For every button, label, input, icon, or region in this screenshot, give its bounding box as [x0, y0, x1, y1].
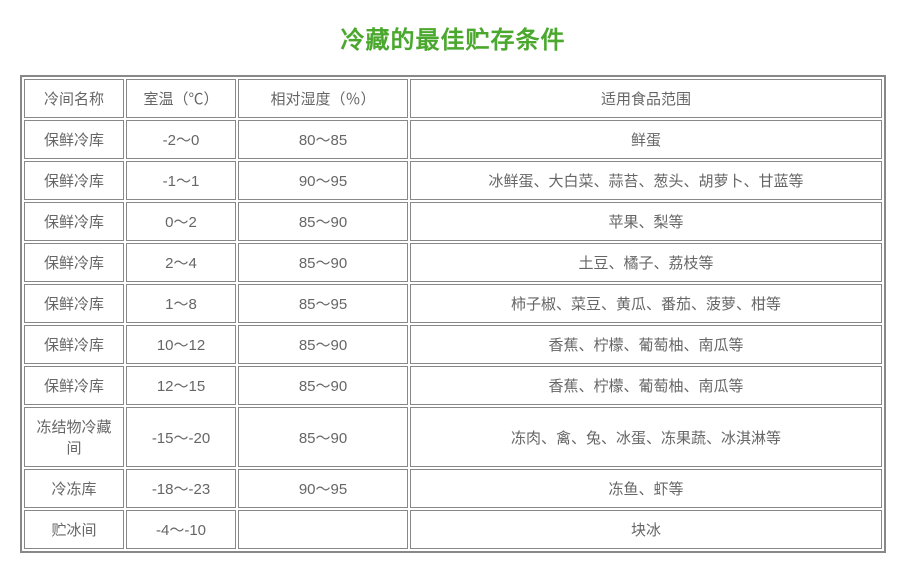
- column-header-temperature: 室温（℃）: [126, 79, 236, 118]
- table-row: 保鲜冷库 2～4 85～90 土豆、橘子、荔枝等: [24, 243, 882, 282]
- column-header-food: 适用食品范围: [410, 79, 882, 118]
- cell-humidity: 85～90: [238, 202, 408, 241]
- table-row: 保鲜冷库 -2～0 80～85 鲜蛋: [24, 120, 882, 159]
- cell-humidity: [238, 510, 408, 549]
- table-row: 保鲜冷库 -1～1 90～95 冰鲜蛋、大白菜、蒜苔、葱头、胡萝卜、甘蓝等: [24, 161, 882, 200]
- cell-name: 保鲜冷库: [24, 325, 124, 364]
- column-header-humidity: 相对湿度（％）: [238, 79, 408, 118]
- cell-food: 冻鱼、虾等: [410, 469, 882, 508]
- cell-temperature: 2～4: [126, 243, 236, 282]
- cell-temperature: 10～12: [126, 325, 236, 364]
- column-header-name: 冷间名称: [24, 79, 124, 118]
- table-row: 保鲜冷库 0～2 85～90 苹果、梨等: [24, 202, 882, 241]
- table-row: 冻结物冷藏间 -15～-20 85～90 冻肉、禽、兔、冰蛋、冻果蔬、冰淇淋等: [24, 407, 882, 467]
- cell-name: 保鲜冷库: [24, 284, 124, 323]
- table-row: 保鲜冷库 1～8 85～95 柿子椒、菜豆、黄瓜、番茄、菠萝、柑等: [24, 284, 882, 323]
- cell-name: 保鲜冷库: [24, 120, 124, 159]
- cell-humidity: 80～85: [238, 120, 408, 159]
- cell-name: 保鲜冷库: [24, 243, 124, 282]
- cell-temperature: 1～8: [126, 284, 236, 323]
- table-row: 保鲜冷库 12～15 85～90 香蕉、柠檬、葡萄柚、南瓜等: [24, 366, 882, 405]
- cell-temperature: 12～15: [126, 366, 236, 405]
- cell-food: 香蕉、柠檬、葡萄柚、南瓜等: [410, 366, 882, 405]
- storage-conditions-table: 冷间名称 室温（℃） 相对湿度（％） 适用食品范围 保鲜冷库 -2～0 80～8…: [20, 75, 886, 553]
- table-row: 贮冰间 -4～-10 块冰: [24, 510, 882, 549]
- table-header-row: 冷间名称 室温（℃） 相对湿度（％） 适用食品范围: [24, 79, 882, 118]
- cell-humidity: 85～90: [238, 243, 408, 282]
- cell-name: 保鲜冷库: [24, 366, 124, 405]
- cell-name: 保鲜冷库: [24, 161, 124, 200]
- cell-name: 冻结物冷藏间: [24, 407, 124, 467]
- cell-humidity: 90～95: [238, 469, 408, 508]
- cell-name: 冷冻库: [24, 469, 124, 508]
- cell-temperature: -1～1: [126, 161, 236, 200]
- cell-temperature: -15～-20: [126, 407, 236, 467]
- table-row: 保鲜冷库 10～12 85～90 香蕉、柠檬、葡萄柚、南瓜等: [24, 325, 882, 364]
- cell-temperature: -18～-23: [126, 469, 236, 508]
- cell-humidity: 85～90: [238, 366, 408, 405]
- cell-food: 块冰: [410, 510, 882, 549]
- cell-humidity: 90～95: [238, 161, 408, 200]
- cell-food: 鲜蛋: [410, 120, 882, 159]
- cell-humidity: 85～90: [238, 325, 408, 364]
- page-title: 冷藏的最佳贮存条件: [20, 20, 886, 55]
- cell-food: 香蕉、柠檬、葡萄柚、南瓜等: [410, 325, 882, 364]
- cell-temperature: -4～-10: [126, 510, 236, 549]
- table-row: 冷冻库 -18～-23 90～95 冻鱼、虾等: [24, 469, 882, 508]
- cell-temperature: 0～2: [126, 202, 236, 241]
- cell-temperature: -2～0: [126, 120, 236, 159]
- cell-humidity: 85～90: [238, 407, 408, 467]
- cell-food: 土豆、橘子、荔枝等: [410, 243, 882, 282]
- cell-food: 柿子椒、菜豆、黄瓜、番茄、菠萝、柑等: [410, 284, 882, 323]
- cell-name: 贮冰间: [24, 510, 124, 549]
- cell-food: 冰鲜蛋、大白菜、蒜苔、葱头、胡萝卜、甘蓝等: [410, 161, 882, 200]
- cell-food: 苹果、梨等: [410, 202, 882, 241]
- cell-name: 保鲜冷库: [24, 202, 124, 241]
- table-body: 保鲜冷库 -2～0 80～85 鲜蛋 保鲜冷库 -1～1 90～95 冰鲜蛋、大…: [24, 120, 882, 549]
- cell-food: 冻肉、禽、兔、冰蛋、冻果蔬、冰淇淋等: [410, 407, 882, 467]
- cell-humidity: 85～95: [238, 284, 408, 323]
